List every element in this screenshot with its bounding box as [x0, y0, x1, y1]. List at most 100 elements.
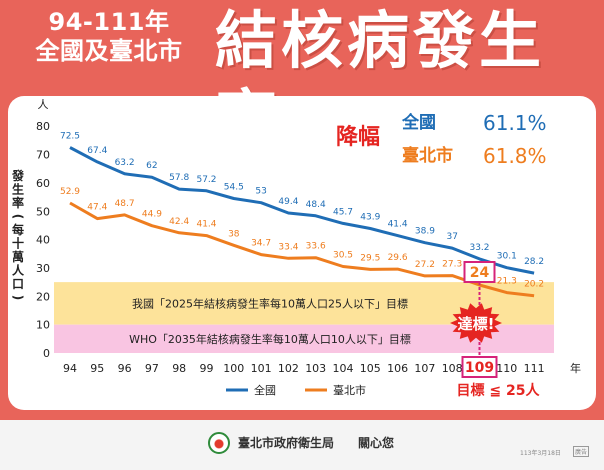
decline-name-taipei: 臺北市 — [402, 145, 453, 166]
svg-text:): ) — [11, 295, 25, 300]
data-label-taipei: 38 — [228, 229, 240, 239]
data-label-taipei: 29.5 — [360, 253, 380, 263]
svg-text:人: 人 — [12, 263, 25, 278]
x-tick-label: 105 — [360, 362, 381, 375]
svg-text:率: 率 — [12, 195, 24, 210]
achieved-label: 達標! — [458, 315, 495, 333]
y-tick-label: 70 — [36, 149, 50, 162]
svg-text:每: 每 — [12, 222, 24, 237]
decline-value-taipei: 61.8% — [483, 144, 547, 168]
svg-text:(: ( — [11, 214, 25, 219]
decline-value-national: 61.1% — [483, 111, 547, 135]
series-line-national — [69, 146, 535, 275]
data-label-taipei: 48.7 — [115, 199, 135, 209]
x-tick-label: 102 — [278, 362, 299, 375]
y-tick-label: 0 — [43, 347, 50, 360]
data-label-taipei: 34.7 — [251, 239, 271, 249]
footer-badge: 廣告 — [573, 446, 590, 457]
x-tick-label: 95 — [90, 362, 104, 375]
y-tick-label: 40 — [36, 234, 50, 247]
x-tick-label: 99 — [200, 362, 214, 375]
data-label-national: 28.2 — [524, 257, 544, 267]
legend-label-national: 全國 — [254, 383, 276, 397]
data-label-taipei: 41.4 — [196, 220, 216, 230]
highlight-value: 24 — [470, 265, 490, 281]
highlight-year-box — [461, 356, 498, 378]
footer-date: 113年3月18日 — [520, 450, 561, 457]
data-label-national: 45.7 — [333, 207, 353, 217]
data-label-taipei: 30.5 — [333, 251, 353, 261]
x-tick-label: 100 — [223, 362, 244, 375]
x-tick-label: 103 — [305, 362, 326, 375]
x-tick-label: 98 — [172, 362, 186, 375]
data-label-national: 57.8 — [169, 173, 189, 183]
data-label-national: 43.9 — [360, 213, 380, 223]
data-label-taipei: 33.4 — [278, 242, 298, 252]
x-tick-label: 104 — [333, 362, 354, 375]
y-tick-label: 80 — [36, 120, 50, 133]
data-label-taipei: 52.9 — [60, 187, 80, 197]
data-label-national: 57.2 — [196, 175, 216, 185]
data-label-taipei: 44.9 — [142, 210, 162, 220]
health-bureau-logo-icon — [208, 432, 230, 454]
data-label-national: 38.9 — [415, 227, 435, 237]
x-tick-label: 108 — [442, 362, 463, 375]
data-label-taipei: 21.3 — [497, 277, 517, 287]
target-band-2025-label: 我國「2025年結核病發生率每10萬人口25人以下」目標 — [132, 296, 408, 310]
x-tick-label: 106 — [387, 362, 408, 375]
svg-text:發: 發 — [11, 168, 25, 183]
data-label-national: 72.5 — [60, 131, 80, 141]
achieved-starburst — [450, 303, 502, 343]
y-tick-label: 50 — [36, 205, 50, 218]
data-label-national: 33.2 — [469, 243, 489, 253]
series-line-taipei — [69, 201, 535, 298]
x-tick-label: 96 — [118, 362, 132, 375]
data-label-national: 54.5 — [224, 182, 244, 192]
data-label-national: 67.4 — [87, 146, 107, 156]
data-label-national: 48.4 — [306, 200, 326, 210]
y-tick-label: 30 — [36, 262, 50, 275]
data-label-taipei: 42.4 — [169, 217, 189, 227]
legend-label-taipei: 臺北市 — [333, 383, 366, 397]
x-tick-label: 94 — [63, 362, 77, 375]
footer: 臺北市政府衛生局 關心您 113年3月18日 廣告 — [0, 420, 604, 470]
chart-card — [8, 96, 596, 410]
highlight-year: 109 — [465, 360, 494, 376]
y-tick-label: 10 — [36, 319, 50, 332]
x-tick-label: 107 — [414, 362, 435, 375]
x-tick-label: 111 — [524, 362, 545, 375]
header-subtitle-line2: 全國及臺北市 — [35, 37, 183, 65]
x-tick-label: 101 — [251, 362, 272, 375]
header-subtitle-line1: 94-111年 — [48, 8, 170, 36]
data-label-national: 63.2 — [115, 158, 135, 168]
decline-name-national: 全國 — [401, 112, 436, 133]
svg-text:十: 十 — [12, 236, 24, 251]
data-label-taipei: 29.6 — [388, 253, 408, 263]
data-label-national: 37 — [446, 232, 457, 242]
x-tick-label: 110 — [496, 362, 517, 375]
data-label-national: 49.4 — [278, 197, 298, 207]
data-label-taipei: 27.2 — [415, 260, 435, 270]
x-tick-label: 97 — [145, 362, 159, 375]
data-label-taipei: 33.6 — [306, 242, 326, 252]
footer-org: 臺北市政府衛生局 — [238, 436, 335, 450]
svg-text:萬: 萬 — [12, 249, 24, 264]
data-label-taipei: 47.4 — [87, 203, 107, 213]
target-band-2035-label: WHO「2035年結核病發生率每10萬人口10人以下」目標 — [129, 332, 411, 346]
target-note: 目標 ≦ 25人 — [457, 382, 541, 399]
svg-text:生: 生 — [12, 182, 24, 197]
decline-label: 降幅 — [336, 125, 380, 150]
footer-slogan: 關心您 — [358, 436, 395, 450]
svg-text:口: 口 — [12, 277, 24, 291]
y-axis-unit: 人 — [38, 98, 49, 111]
y-tick-label: 20 — [36, 290, 50, 303]
data-label-national: 41.4 — [388, 220, 408, 230]
data-label-national: 53 — [255, 187, 266, 197]
header-subtitle: 94-111年 全國及臺北市 — [16, 8, 202, 66]
data-label-taipei: 27.3 — [442, 260, 462, 270]
x-axis-unit: 年 — [570, 361, 581, 375]
y-tick-label: 60 — [36, 177, 50, 190]
data-label-taipei: 20.2 — [524, 280, 544, 290]
